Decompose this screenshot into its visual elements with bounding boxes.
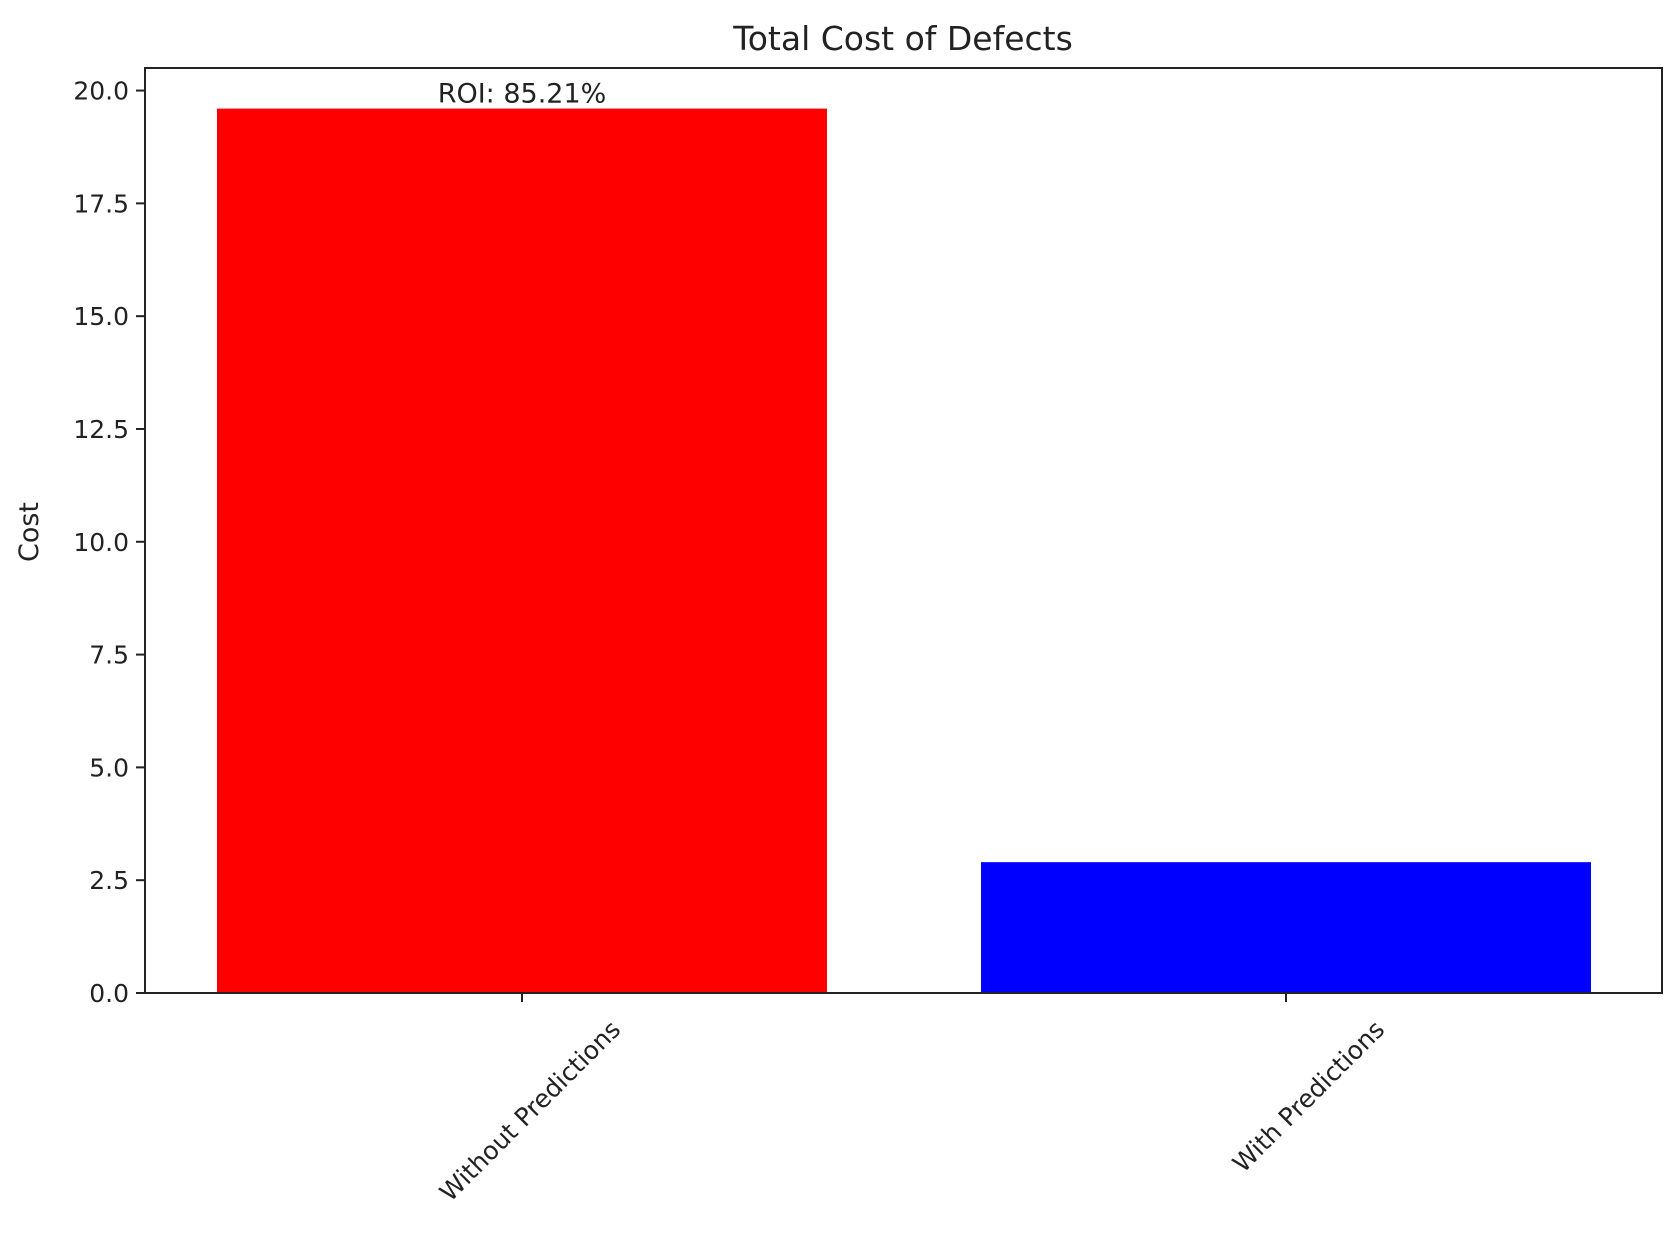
y-tick-label: 10.0 — [73, 528, 129, 557]
y-tick-label: 17.5 — [73, 189, 129, 218]
x-tick-label: With Predictions — [1227, 1015, 1390, 1178]
y-tick-label: 20.0 — [73, 77, 129, 106]
bars — [217, 108, 1591, 994]
y-axis-ticks: 0.0 2.5 5.0 7.5 10.0 12.5 15.0 17.5 20.0 — [73, 77, 145, 1008]
roi-annotation: ROI: 85.21% — [438, 79, 607, 110]
y-tick-label: 7.5 — [89, 641, 129, 670]
bar-without-predictions — [217, 108, 827, 994]
bar-with-predictions — [981, 862, 1591, 993]
y-tick-label: 15.0 — [73, 302, 129, 331]
x-axis-ticks: Without Predictions With Predictions — [434, 993, 1390, 1207]
annotations: ROI: 85.21% — [438, 79, 607, 110]
chart-title: Total Cost of Defects — [732, 19, 1073, 58]
x-tick-label: Without Predictions — [434, 1015, 626, 1207]
y-axis-title: Cost — [14, 502, 45, 562]
y-tick-label: 5.0 — [89, 753, 129, 782]
y-tick-label: 12.5 — [73, 415, 129, 444]
y-tick-label: 0.0 — [89, 979, 129, 1008]
plot-frame — [144, 67, 1663, 994]
y-tick-label: 2.5 — [89, 866, 129, 895]
